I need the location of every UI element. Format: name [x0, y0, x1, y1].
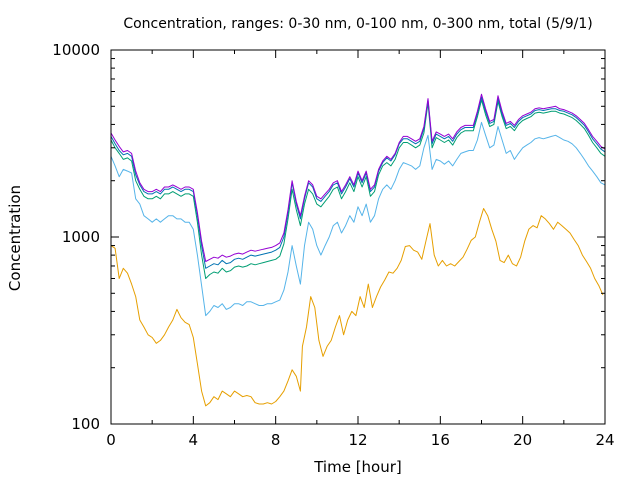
x-axis-label: Time [hour]	[313, 458, 402, 476]
series-line-2	[110, 99, 606, 279]
x-tick-label: 12	[348, 431, 367, 449]
y-tick-label: 100	[71, 415, 100, 433]
y-axis-label: Concentration	[6, 185, 24, 291]
series-line-0	[110, 208, 604, 407]
x-tick-label: 24	[595, 431, 614, 449]
x-tick-label: 0	[106, 431, 116, 449]
x-tick-label: 20	[513, 431, 532, 449]
series-layer	[110, 93, 606, 407]
x-tick-label: 8	[271, 431, 281, 449]
series-line-1	[110, 121, 606, 317]
series-line-4	[110, 93, 606, 262]
y-tick-label: 10000	[52, 41, 100, 59]
chart-title: Concentration, ranges: 0-30 nm, 0-100 nm…	[123, 16, 592, 32]
x-tick-label: 16	[431, 431, 450, 449]
x-tick-label: 4	[189, 431, 199, 449]
plot-frame	[110, 49, 606, 425]
y-tick-label: 1000	[62, 228, 100, 246]
axis-layer: 0 4 8 12 16 20 24 100 1000 10000	[52, 41, 614, 449]
series-line-3	[110, 96, 606, 269]
